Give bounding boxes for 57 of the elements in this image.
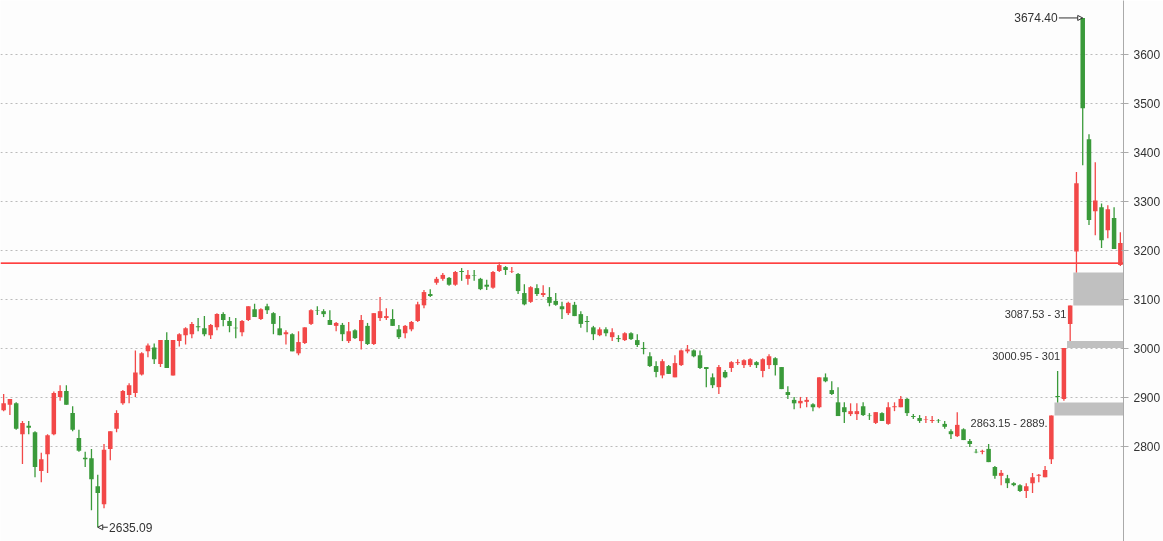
candlestick — [327, 309, 333, 326]
y-tick-label: 3200 — [1133, 243, 1161, 258]
candlestick — [948, 428, 954, 440]
candlestick — [76, 429, 82, 453]
annotation: 3674.40 — [1014, 11, 1058, 26]
candlestick — [835, 386, 841, 417]
candlestick — [697, 349, 703, 370]
candlestick — [415, 301, 420, 323]
candlestick — [854, 402, 860, 421]
candlestick — [522, 283, 527, 306]
y-tick-label: 3000 — [1133, 341, 1161, 356]
y-tick-label: 2800 — [1133, 439, 1161, 454]
candlestick — [296, 330, 301, 356]
band-label: 3000.95 - 301 — [992, 349, 1061, 362]
candlestick — [810, 402, 816, 412]
candlestick — [660, 358, 665, 379]
candlestick — [1055, 370, 1060, 404]
candlestick — [1030, 472, 1035, 494]
candlestick — [20, 420, 25, 465]
band-label: 2863.15 - 2889. — [970, 417, 1048, 430]
candlestick — [377, 296, 383, 322]
candlestick — [346, 321, 351, 344]
y-tick-label: 3400 — [1133, 145, 1161, 160]
candlestick — [760, 357, 766, 378]
band-label: 3087.53 - 31 — [1004, 307, 1067, 320]
y-tick-label: 2900 — [1133, 390, 1161, 405]
candlestick — [45, 433, 50, 474]
candlestick — [333, 321, 339, 332]
candlestick — [70, 405, 75, 432]
candlestick — [1093, 161, 1098, 236]
candlestick — [704, 366, 709, 388]
candlestick — [114, 409, 119, 433]
candlestick — [842, 401, 847, 424]
y-tick-label: 3300 — [1133, 194, 1161, 209]
candlestick — [954, 411, 960, 438]
candlestick — [64, 384, 69, 406]
y-tick-label: 3100 — [1133, 292, 1161, 307]
candlestick — [785, 385, 791, 400]
candlestick — [151, 342, 157, 365]
candlestick — [39, 452, 44, 483]
candlestick — [108, 430, 113, 461]
candlestick — [885, 401, 891, 426]
candlestick — [365, 322, 370, 346]
candlestick — [773, 356, 778, 377]
y-tick-label: 3600 — [1133, 47, 1161, 62]
candlestick — [340, 322, 345, 342]
candlestick — [1118, 231, 1123, 267]
candlestick — [584, 315, 590, 333]
candlestick — [126, 382, 132, 404]
candlestick — [195, 317, 201, 332]
candlestick — [559, 301, 565, 320]
candlestick — [95, 474, 100, 528]
candlestick — [202, 315, 207, 337]
y-tick-label: 3500 — [1133, 96, 1161, 111]
annotation: 2635.09 — [109, 520, 153, 535]
candlestick — [89, 448, 94, 511]
candlestick — [271, 311, 276, 335]
